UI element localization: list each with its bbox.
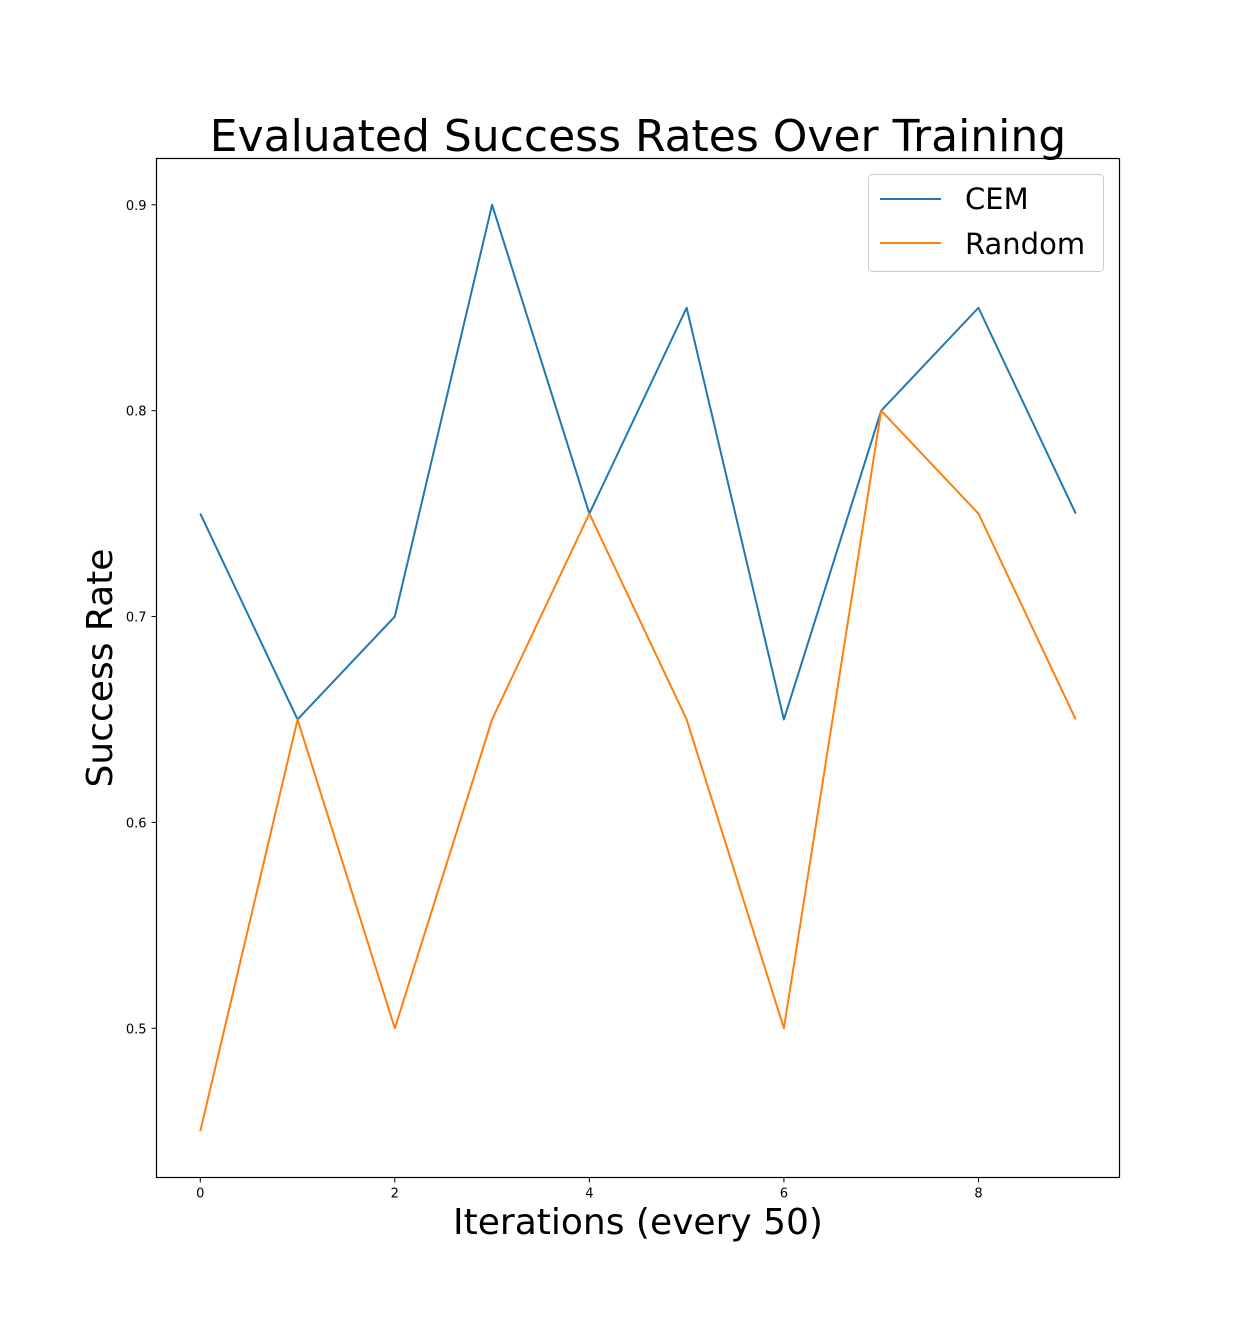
plot-area: 0 2 4 6 8 0.5 0.6 0.7 0.8 0.9 bbox=[126, 157, 1121, 1202]
x-tick-label: 2 bbox=[391, 1187, 399, 1202]
x-axis-label: Iterations (every 50) bbox=[453, 1202, 823, 1243]
x-tick-label: 4 bbox=[585, 1187, 593, 1202]
y-axis-label: Success Rate bbox=[80, 549, 121, 788]
plot-frame bbox=[155, 157, 1121, 1179]
y-tick-label: 0.7 bbox=[126, 611, 147, 626]
series-line-random bbox=[199, 409, 1077, 1132]
x-axis-ticks: 0 2 4 6 8 bbox=[196, 1177, 983, 1202]
legend-label-cem: CEM bbox=[965, 182, 1029, 216]
y-tick-label: 0.9 bbox=[126, 199, 147, 214]
x-tick-label: 8 bbox=[974, 1187, 982, 1202]
y-tick-label: 0.6 bbox=[126, 816, 147, 831]
y-tick-label: 0.5 bbox=[126, 1022, 147, 1037]
y-tick-label: 0.8 bbox=[126, 405, 147, 420]
chart-title: Evaluated Success Rates Over Training bbox=[210, 111, 1066, 162]
x-tick-label: 6 bbox=[780, 1187, 788, 1202]
x-tick-label: 0 bbox=[196, 1187, 204, 1202]
y-axis-ticks: 0.5 0.6 0.7 0.8 0.9 bbox=[126, 199, 157, 1037]
legend-label-random: Random bbox=[965, 227, 1085, 261]
legend: CEM Random bbox=[868, 174, 1104, 272]
series-layer bbox=[199, 203, 1077, 1132]
series-line-cem bbox=[199, 203, 1077, 721]
